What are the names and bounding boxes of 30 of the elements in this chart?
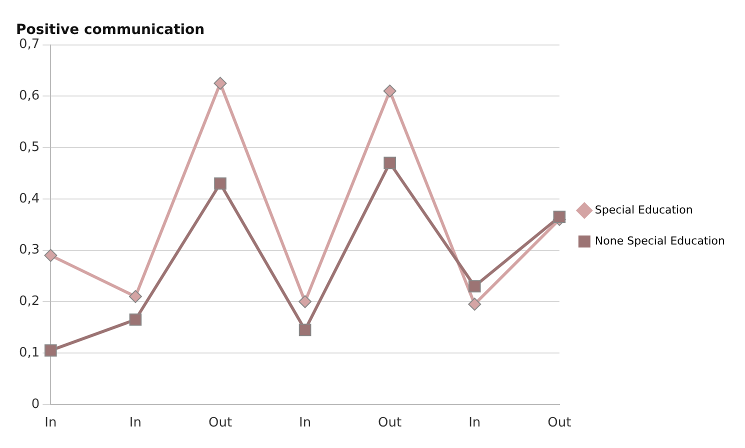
point [468, 280, 481, 292]
x-tick-label: In [129, 416, 142, 431]
point [298, 324, 312, 336]
point [384, 156, 396, 170]
point [468, 298, 482, 311]
y-tick-label: 0,5 [18, 140, 40, 155]
y-tick-label: 0,4 [18, 191, 40, 206]
legend-label: Special Education [594, 203, 693, 216]
x-tick-label: Out [208, 416, 232, 431]
x-tick-label: In [299, 416, 312, 431]
y-tick-label: 0,1 [18, 345, 40, 360]
y-tick-label: 0,2 [18, 294, 40, 310]
chart-title: Positive communication [16, 22, 205, 38]
point [298, 295, 312, 308]
x-tick-label: In [468, 416, 481, 431]
legend-label: None Special Education [594, 234, 726, 248]
x-tick-label: Out [378, 416, 402, 431]
point [128, 290, 142, 304]
x-tick-label: In [44, 416, 57, 431]
point [44, 344, 57, 357]
y-tick-label: 0,7 [18, 37, 40, 52]
point [214, 177, 226, 190]
point [214, 76, 227, 90]
y-tick-label: 0,3 [18, 242, 40, 258]
point [383, 84, 396, 98]
x-tick-label: Out [548, 416, 572, 431]
y-tick-label: 0,6 [18, 88, 40, 104]
y-tick-label: 0 [31, 396, 40, 412]
point [553, 210, 566, 224]
point [129, 313, 142, 326]
